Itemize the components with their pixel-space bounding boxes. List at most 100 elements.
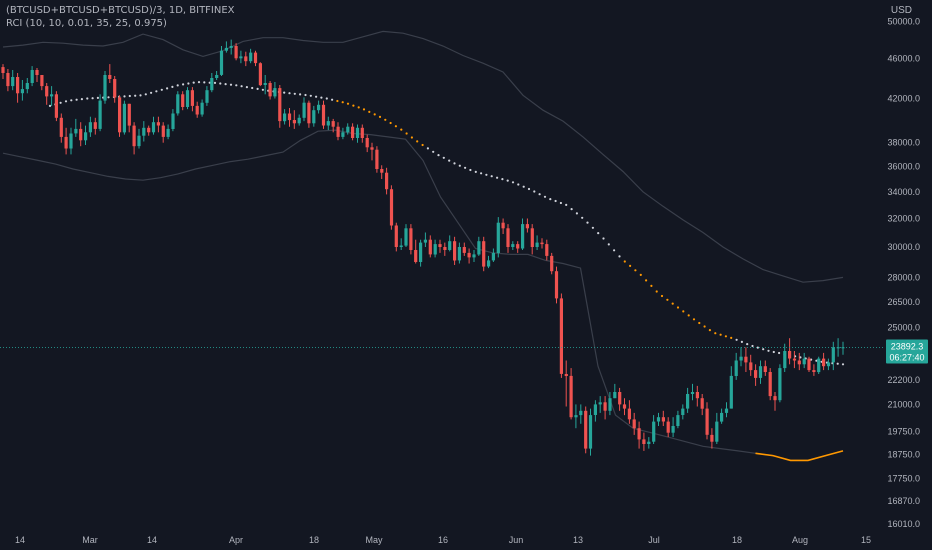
rci-dot [336,99,339,103]
rci-dot [511,181,515,184]
candle-body [491,252,495,261]
candle-body [317,104,321,111]
candle-body [59,117,63,137]
candle-body [758,366,763,378]
rci-dot [458,164,461,167]
candle-body [763,366,767,372]
candle-body [137,135,141,147]
candle-body [263,83,267,85]
candle-body [554,271,559,299]
y-tick-label: 36000.0 [887,162,920,172]
x-axis: 14 Mar 14 Apr 18 May 16 Jun 13 Jul 18 Aug 15 [15,535,871,545]
lower-band-line [2,129,844,461]
rci-dot [660,294,664,298]
candle-body [244,56,248,62]
candle-body [496,222,500,253]
candle-body [331,121,335,127]
upper-band-line [2,30,844,283]
rci-dot [735,338,738,341]
candle-body [433,244,437,255]
candle-body [622,404,627,409]
rci-dot [448,159,451,162]
candle-body [69,133,73,149]
candle-body [50,94,54,97]
rci-dot [219,82,222,85]
rci-dot [666,298,669,301]
rci-dot [841,363,845,366]
candle-body [351,126,355,138]
rci-dot [229,83,233,86]
candle-body [457,247,461,261]
candle-body [826,362,831,367]
candle-body [501,222,505,229]
x-tick-label: Jul [648,535,660,545]
candle-body [171,113,175,129]
currency-label[interactable]: USD [890,5,912,16]
candle-body [710,434,714,442]
candle-body [185,90,190,107]
rci-dot [549,198,552,201]
candle-body [156,122,160,126]
candle-body [321,104,326,126]
rci-dot [655,290,658,293]
rci-dot [416,140,419,143]
rci-dot [309,94,312,97]
rci-dot [352,104,355,107]
rci-dot [70,99,73,102]
rci-dot [490,175,493,178]
rci-dot [150,91,153,94]
last-price-value: 23892.3 [891,342,924,352]
candle-body [598,402,602,405]
rci-dot [698,321,701,325]
rci-dot [836,362,839,365]
candle-body [287,113,292,121]
candle-body [195,105,199,115]
indicator-title[interactable]: RCI (10, 10, 0.01, 35, 25, 0.975) [6,18,167,29]
rci-dot [597,232,600,235]
candle-body [79,128,83,141]
rci-dot [288,92,291,95]
candle-body [802,358,806,365]
rci-dot [676,306,680,309]
rci-dot [453,162,456,165]
candle-body [482,241,486,267]
x-tick-label: 15 [861,535,871,545]
rci-dot [389,121,392,125]
rci-dot [187,82,190,85]
rci-dot [671,302,674,305]
rci-dot [80,98,83,101]
countdown-timer: 06:27:40 [889,353,924,363]
candle-body [283,113,287,122]
x-tick-label: 13 [573,535,583,545]
rci-dot [496,176,499,179]
candle-body [734,360,738,376]
rci-dot [772,350,775,354]
rci-dot [623,260,626,263]
rci-dot [618,255,621,258]
candle-body [652,421,656,442]
candle-body [74,128,78,134]
symbol-title[interactable]: (BTCUSD+BTCUSD+BTCUSD)/3, 1D, BITFINEX [6,5,235,16]
candle-body [603,402,607,411]
candle-body [108,75,112,79]
rci-dot [160,88,163,91]
rci-dot [756,346,759,349]
candle-body [375,149,379,169]
candle-body [608,398,612,411]
lower-band-highlight [755,450,844,462]
rci-dot [245,86,248,89]
candle-body [98,100,102,129]
rci-dot [197,81,201,84]
candle-body [788,351,792,359]
rci-dot [346,102,350,105]
rci-dot [778,351,781,355]
candle-body [681,408,685,415]
candle-body [588,415,593,449]
rci-dot [581,216,584,219]
rci-dot [75,98,78,101]
candle-body [695,392,699,399]
candle-body [336,126,340,137]
candle-body [380,169,384,173]
